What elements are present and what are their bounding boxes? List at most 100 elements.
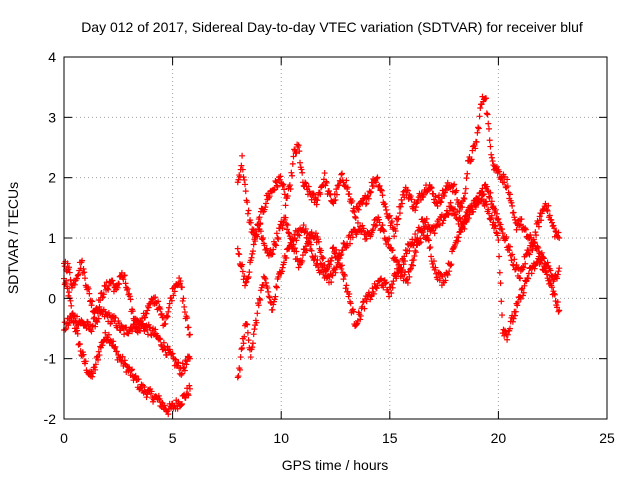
data-point	[495, 215, 502, 222]
data-point	[88, 302, 95, 309]
data-point	[163, 312, 170, 319]
data-point	[287, 186, 294, 192]
data-point	[181, 367, 188, 374]
data-point	[326, 261, 333, 268]
data-point	[493, 210, 500, 217]
data-point	[380, 226, 387, 233]
data-point	[162, 347, 169, 354]
data-point	[139, 320, 146, 327]
data-point	[463, 175, 470, 182]
data-point	[427, 244, 434, 251]
data-point	[461, 225, 468, 232]
data-point	[407, 193, 414, 200]
data-point	[454, 238, 461, 245]
data-point	[428, 253, 435, 260]
data-point	[546, 212, 553, 219]
data-point	[249, 250, 256, 257]
data-point	[270, 301, 277, 308]
data-point	[490, 219, 497, 226]
data-point	[286, 230, 293, 237]
data-point	[179, 297, 186, 304]
data-point	[312, 253, 319, 260]
data-point	[81, 269, 88, 276]
data-point	[459, 204, 466, 211]
data-point	[129, 366, 136, 373]
data-point	[517, 295, 524, 302]
data-point	[550, 222, 557, 229]
data-point	[85, 285, 92, 292]
data-point	[436, 192, 443, 199]
data-point	[308, 229, 315, 236]
data-point	[299, 169, 306, 176]
data-point	[64, 260, 71, 267]
data-point	[263, 245, 270, 252]
data-point	[412, 207, 419, 214]
data-point	[487, 189, 494, 196]
data-point	[477, 104, 484, 111]
data-point	[444, 211, 451, 218]
data-point	[455, 199, 462, 206]
data-point	[450, 245, 457, 252]
data-point	[82, 358, 89, 365]
data-point	[300, 222, 307, 229]
data-point	[155, 305, 162, 312]
data-point	[428, 184, 435, 191]
data-point	[276, 176, 283, 183]
data-point	[545, 202, 552, 209]
data-point	[451, 181, 458, 188]
data-point	[172, 356, 179, 363]
data-point	[525, 275, 532, 282]
data-point	[541, 206, 548, 213]
data-point	[266, 193, 273, 200]
data-point	[425, 237, 432, 244]
data-point	[99, 342, 106, 349]
axis-ticks: 0 5 10 15 20 25 -2 -1 0 1 2 3 4	[44, 49, 615, 446]
data-point	[123, 287, 130, 294]
data-point	[483, 95, 490, 102]
data-point	[247, 219, 254, 226]
data-point	[363, 200, 370, 207]
data-point	[288, 169, 295, 176]
data-point	[391, 233, 398, 240]
data-point	[105, 286, 112, 293]
data-point	[257, 287, 264, 294]
data-point	[286, 182, 293, 189]
data-point	[417, 239, 424, 246]
data-point	[504, 336, 511, 343]
chart-title: Day 012 of 2017, Sidereal Day-to-day VTE…	[81, 19, 583, 35]
data-point	[275, 236, 282, 243]
data-point	[547, 267, 554, 274]
data-point	[279, 182, 286, 189]
data-point	[275, 274, 282, 281]
data-point	[184, 358, 191, 365]
data-point	[518, 216, 525, 223]
data-point	[548, 284, 555, 291]
data-point	[543, 271, 550, 278]
data-point	[95, 348, 102, 355]
data-point	[327, 191, 334, 198]
x-tick-label: 10	[273, 430, 289, 446]
data-point	[555, 308, 562, 315]
x-axis-label: GPS time / hours	[282, 457, 389, 473]
data-point	[168, 351, 175, 358]
data-point	[535, 223, 542, 230]
data-point	[283, 226, 290, 233]
data-point	[244, 329, 251, 336]
data-point	[284, 192, 291, 199]
data-point	[385, 241, 392, 248]
data-point	[360, 299, 367, 306]
data-point	[496, 168, 503, 175]
data-point	[349, 197, 356, 204]
data-point	[436, 277, 443, 284]
data-point	[378, 186, 385, 193]
data-point	[506, 243, 513, 250]
data-point	[445, 211, 452, 218]
data-point	[186, 331, 193, 338]
data-point	[260, 234, 267, 241]
data-point	[406, 273, 413, 280]
data-point	[319, 255, 326, 262]
data-point	[270, 246, 277, 253]
data-point	[544, 207, 551, 214]
data-point	[410, 257, 417, 264]
